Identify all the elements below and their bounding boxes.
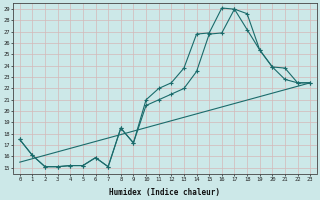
X-axis label: Humidex (Indice chaleur): Humidex (Indice chaleur) — [109, 188, 220, 197]
